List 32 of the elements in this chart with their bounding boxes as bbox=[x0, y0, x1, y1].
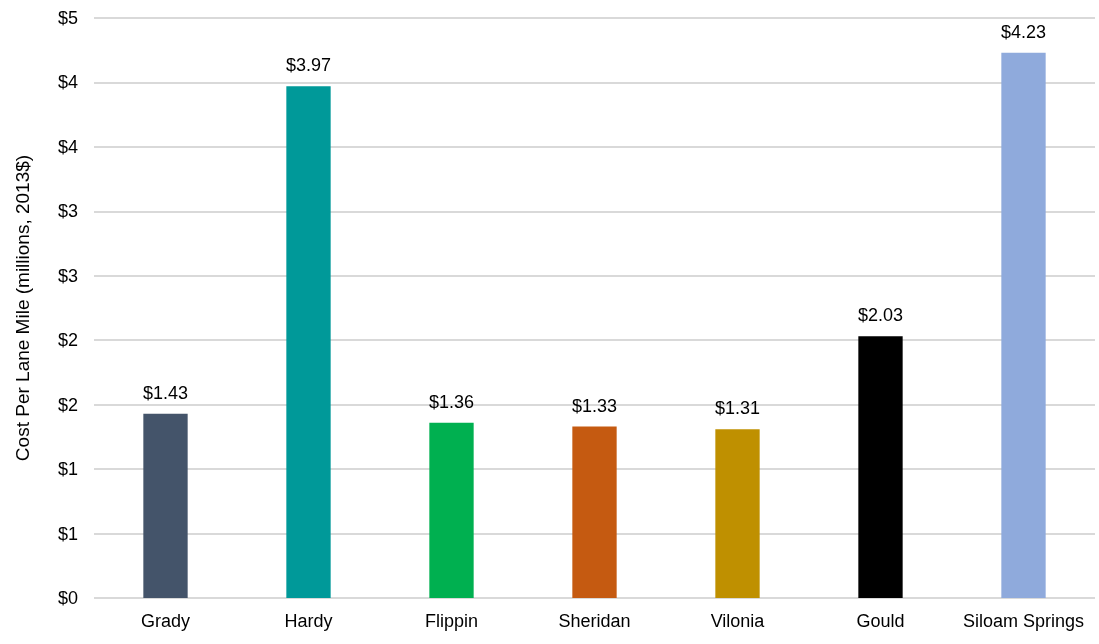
y-tick-label: $4 bbox=[57, 72, 78, 93]
y-tick-label: $5 bbox=[57, 8, 78, 28]
bar bbox=[429, 422, 474, 598]
x-tick-label: Vilonia bbox=[710, 611, 766, 631]
y-axis-title: Cost Per Lane Mile (millions, 2013$) bbox=[12, 154, 33, 462]
x-tick-label: Hardy bbox=[284, 611, 333, 631]
y-tick-label: $1 bbox=[57, 523, 78, 544]
y-tick-label: $3 bbox=[57, 201, 78, 222]
data-label: $1.43 bbox=[142, 382, 189, 403]
bar bbox=[572, 426, 617, 598]
bar bbox=[143, 413, 188, 598]
bar bbox=[286, 86, 331, 598]
x-tick-label: Gould bbox=[856, 611, 905, 631]
x-tick-label: Flippin bbox=[424, 611, 479, 631]
data-label: $3.97 bbox=[285, 55, 332, 76]
x-tick-label: Sheridan bbox=[558, 611, 631, 631]
x-tick-label: Grady bbox=[140, 611, 191, 631]
y-tick-label: $2 bbox=[57, 394, 78, 415]
bar bbox=[715, 429, 760, 598]
data-label: $1.36 bbox=[428, 391, 475, 412]
y-tick-label: $3 bbox=[57, 265, 78, 286]
y-tick-label: $4 bbox=[57, 136, 78, 157]
x-tick-label: Siloam Springs bbox=[962, 611, 1085, 631]
data-label: $4.23 bbox=[1000, 21, 1047, 42]
bar bbox=[1001, 52, 1046, 598]
y-tick-label: $1 bbox=[57, 459, 78, 480]
data-label: $2.03 bbox=[857, 305, 904, 326]
y-tick-label: $0 bbox=[57, 588, 78, 608]
data-label: $1.33 bbox=[571, 395, 618, 416]
y-tick-label: $2 bbox=[57, 330, 78, 351]
data-label: $1.31 bbox=[714, 398, 761, 419]
bar bbox=[858, 336, 903, 598]
